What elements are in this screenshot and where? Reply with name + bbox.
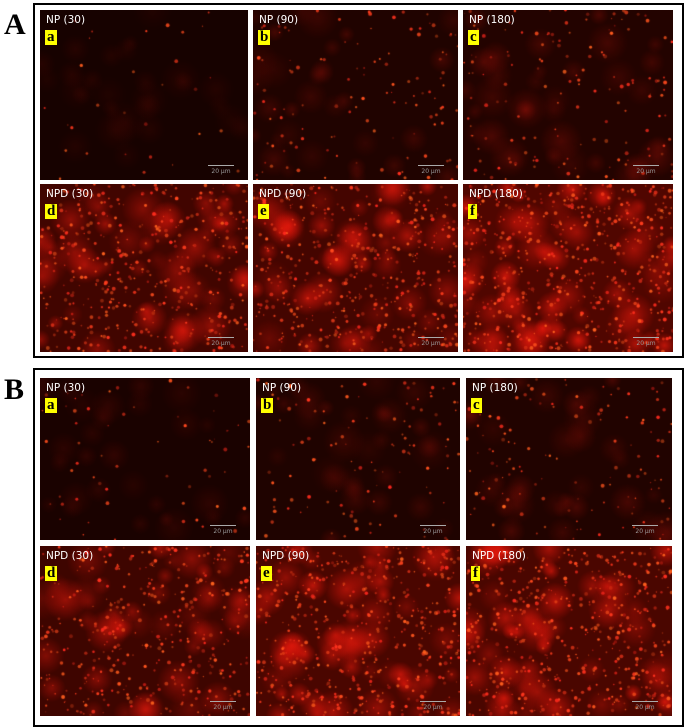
scale-bar: 20 µm [632,525,658,535]
image-title: NPD (30) [46,188,94,200]
scale-bar-label: 20 µm [211,168,231,175]
scale-bar-label: 20 µm [421,168,441,175]
scale-bar-label: 20 µm [635,704,655,711]
scale-bar: 20 µm [418,337,444,347]
micrograph-b-f: NPD (180) f 20 µm [466,546,672,716]
image-title: NP (30) [46,382,86,394]
scale-bar-label: 20 µm [636,340,656,347]
image-letter: d [45,203,58,219]
fluorescence-image [466,378,672,540]
scale-bar: 20 µm [210,525,236,535]
micrograph-a-e: NPD (90) e 20 µm [253,184,458,352]
panel-label-a: A [4,8,26,41]
scale-bar-label: 20 µm [211,340,231,347]
fluorescence-image [256,378,460,540]
image-title: NPD (180) [472,550,526,562]
micrograph-a-d: NPD (30) d 20 µm [40,184,248,352]
micrograph-b-c: NP (180) c 20 µm [466,378,672,540]
image-letter: c [468,29,479,45]
fluorescence-image [253,10,458,180]
scale-bar-label: 20 µm [636,168,656,175]
scale-bar-label: 20 µm [423,704,443,711]
fluorescence-image [253,184,458,352]
fluorescence-image [466,546,672,716]
fluorescence-image [40,378,250,540]
image-letter: e [258,203,269,219]
micrograph-a-a: NP (30) a 20 µm [40,10,248,180]
image-title: NP (180) [472,382,518,394]
scale-bar: 20 µm [633,165,659,175]
scale-bar: 20 µm [420,525,446,535]
scale-bar-label: 20 µm [421,340,441,347]
micrograph-a-f: NPD (180) f 20 µm [463,184,673,352]
scale-bar: 20 µm [633,337,659,347]
image-letter: f [468,203,477,219]
image-letter: b [261,397,274,413]
fluorescence-image [463,184,673,352]
image-title: NP (90) [259,14,299,26]
image-title: NP (90) [262,382,302,394]
image-letter: a [45,29,57,45]
scale-bar-label: 20 µm [635,528,655,535]
image-letter: e [261,565,272,581]
fluorescence-image [40,10,248,180]
scale-bar-label: 20 µm [213,704,233,711]
image-letter: b [258,29,271,45]
fluorescence-image [463,10,673,180]
micrograph-a-c: NP (180) c 20 µm [463,10,673,180]
fluorescence-image [40,546,250,716]
image-title: NPD (30) [46,550,94,562]
scale-bar: 20 µm [208,165,234,175]
scale-bar-label: 20 µm [423,528,443,535]
micrograph-b-d: NPD (30) d 20 µm [40,546,250,716]
scale-bar: 20 µm [418,165,444,175]
fluorescence-image [256,546,460,716]
fluorescence-image [40,184,248,352]
image-letter: f [471,565,480,581]
micrograph-b-a: NP (30) a 20 µm [40,378,250,540]
image-title: NP (180) [469,14,515,26]
image-letter: a [45,397,57,413]
image-letter: c [471,397,482,413]
image-letter: d [45,565,58,581]
scale-bar: 20 µm [420,701,446,711]
micrograph-a-b: NP (90) b 20 µm [253,10,458,180]
image-title: NPD (90) [259,188,307,200]
micrograph-b-b: NP (90) b 20 µm [256,378,460,540]
micrograph-b-e: NPD (90) e 20 µm [256,546,460,716]
image-title: NPD (180) [469,188,523,200]
image-title: NP (30) [46,14,86,26]
image-title: NPD (90) [262,550,310,562]
scale-bar: 20 µm [210,701,236,711]
scale-bar: 20 µm [208,337,234,347]
scale-bar-label: 20 µm [213,528,233,535]
scale-bar: 20 µm [632,701,658,711]
panel-label-b: B [4,373,25,406]
